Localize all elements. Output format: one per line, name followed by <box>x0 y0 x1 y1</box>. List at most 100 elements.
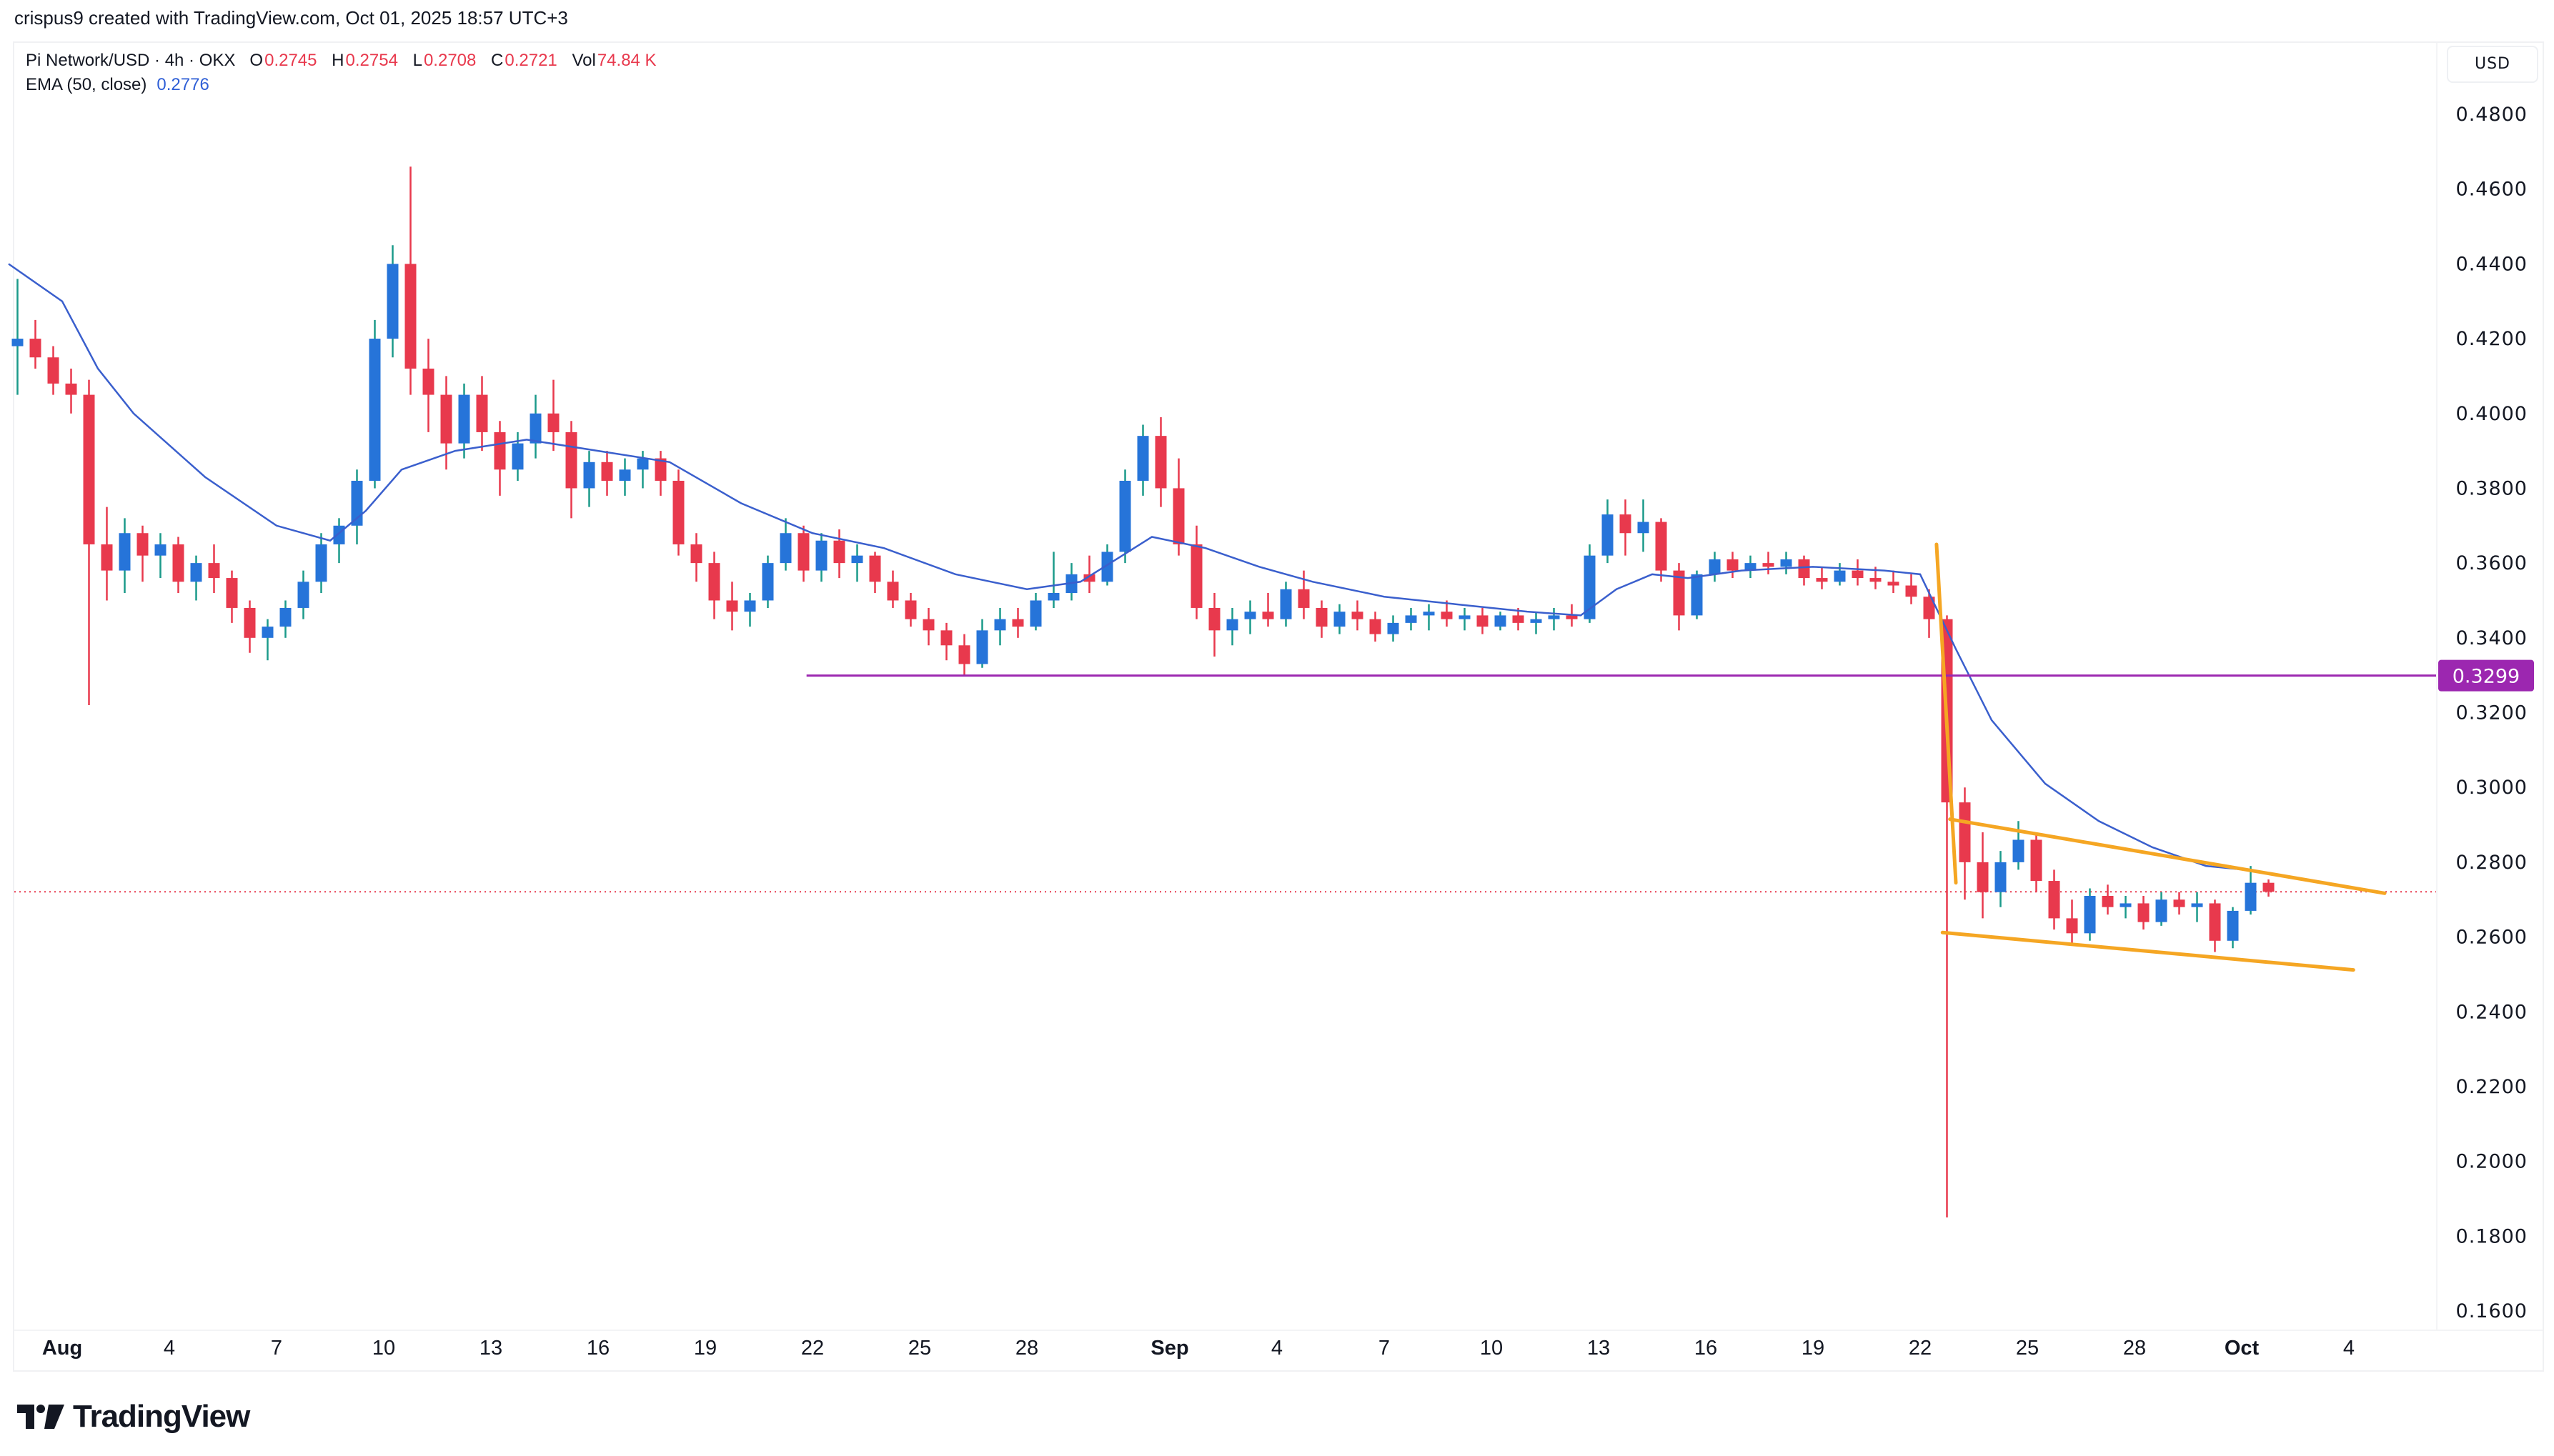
chart-credit: crispus9 created with TradingView.com, O… <box>14 7 568 29</box>
candle <box>315 533 327 593</box>
candle-body <box>2102 895 2114 907</box>
candle <box>1655 518 1667 582</box>
candle <box>2227 907 2239 949</box>
candle <box>1834 563 1846 586</box>
candle <box>458 383 470 459</box>
candle <box>1494 612 1506 631</box>
candle <box>762 555 774 608</box>
candle-body <box>369 339 381 481</box>
candle-body <box>2066 918 2078 934</box>
candle-body <box>1566 615 1578 619</box>
candle-body <box>279 607 292 627</box>
open-value: 0.2745 <box>264 51 317 70</box>
candle-body <box>690 544 702 564</box>
candle <box>619 458 631 496</box>
x-tick-label: 28 <box>2123 1337 2146 1360</box>
candle <box>1726 552 1739 579</box>
candle-body <box>1673 570 1685 616</box>
x-tick-label: 22 <box>801 1337 824 1360</box>
candle-body <box>530 413 542 444</box>
candle <box>655 451 667 496</box>
candle-body <box>1494 615 1506 627</box>
candle-body <box>1584 555 1596 619</box>
candle <box>1887 570 1899 593</box>
candle <box>1316 600 1328 638</box>
tradingview-logo[interactable]: TradingView <box>17 1399 250 1435</box>
y-tick-label: 0.4200 <box>2456 328 2528 350</box>
candle-body <box>512 443 524 470</box>
candle <box>512 432 524 481</box>
y-tick-label: 0.4000 <box>2456 403 2528 425</box>
candle-body <box>1423 612 1435 616</box>
candle <box>1816 567 1828 589</box>
candle-body <box>119 533 131 571</box>
y-tick-label: 0.2200 <box>2456 1076 2528 1098</box>
wedge-lower-line <box>1940 930 2355 972</box>
candle <box>2012 821 2024 870</box>
candle-body <box>1405 615 1417 623</box>
candle-body <box>1208 607 1221 631</box>
ema-value: 0.2776 <box>156 75 209 94</box>
candle <box>351 469 363 544</box>
candle-body <box>1852 570 1864 579</box>
candle <box>297 570 309 619</box>
candle-body <box>190 563 202 582</box>
candle-body <box>1083 574 1095 582</box>
candle-body <box>1101 552 1113 582</box>
y-tick-label: 0.1600 <box>2456 1300 2528 1322</box>
y-tick-label: 0.4600 <box>2456 179 2528 201</box>
candle <box>2102 884 2114 915</box>
candle-body <box>726 600 738 612</box>
candle <box>2084 888 2096 941</box>
candle-body <box>1762 563 1774 567</box>
candle-body <box>2084 895 2096 934</box>
y-tick-label: 0.3400 <box>2456 627 2528 649</box>
x-tick-label: 4 <box>1271 1337 1283 1360</box>
candle <box>2245 866 2257 915</box>
candle-body <box>83 394 95 544</box>
candle <box>2262 879 2275 897</box>
drawings[interactable]: 0.3299 <box>806 542 2534 972</box>
candle <box>1709 552 1721 582</box>
y-tick-label: 0.4800 <box>2456 104 2528 126</box>
candle <box>333 518 345 564</box>
candle <box>226 570 238 623</box>
volume-value: 74.84 K <box>597 51 657 70</box>
candle <box>1762 552 1774 574</box>
candle <box>690 533 702 582</box>
x-tick-label: 7 <box>1378 1337 1390 1360</box>
support-price-badge <box>2438 659 2534 692</box>
candle <box>1405 607 1417 631</box>
candle <box>1048 552 1060 608</box>
candle-body <box>619 469 631 481</box>
candle-body <box>1155 436 1167 489</box>
candle <box>672 469 685 556</box>
candle-body <box>2227 910 2239 941</box>
candle-body <box>476 394 488 432</box>
symbol-info[interactable]: Pi Network/USD · 4h · OKX <box>26 51 236 70</box>
candle <box>530 394 542 459</box>
candle-body <box>1834 570 1846 582</box>
candle <box>1262 593 1274 627</box>
candle <box>726 582 738 631</box>
candle <box>208 544 220 593</box>
candle <box>905 593 917 627</box>
candle-body <box>940 630 953 646</box>
candle <box>1441 600 1453 627</box>
candle-body <box>2209 903 2221 941</box>
ema-label[interactable]: EMA (50, close) <box>26 75 147 94</box>
candle <box>1852 559 1864 586</box>
candle-body <box>1780 559 1792 567</box>
candle <box>262 619 274 661</box>
candle <box>154 533 167 579</box>
candle-body <box>1137 436 1149 481</box>
currency-button[interactable]: USD <box>2447 46 2538 83</box>
candle <box>851 544 863 582</box>
candle-body <box>1226 619 1238 631</box>
candle <box>1905 574 1917 604</box>
candles <box>11 166 2275 1218</box>
y-tick-label: 0.1800 <box>2456 1225 2528 1247</box>
candle-body <box>637 458 649 470</box>
candle-body <box>1262 612 1274 619</box>
